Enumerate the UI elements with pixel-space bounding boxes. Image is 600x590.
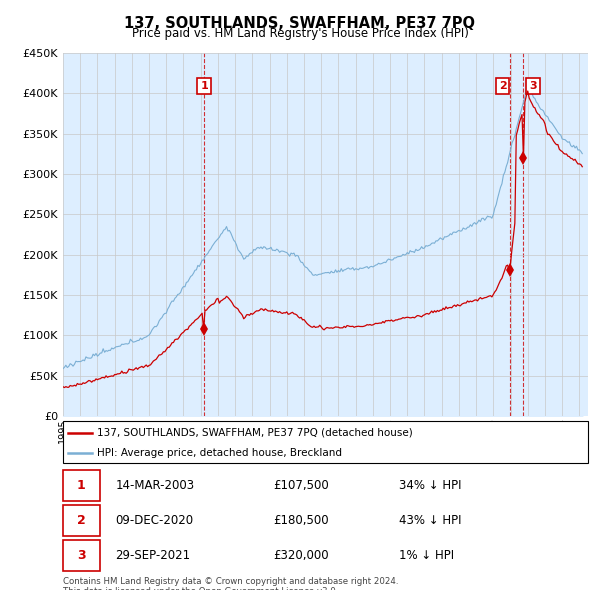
- Text: 2: 2: [77, 514, 86, 527]
- Bar: [63, 470, 100, 501]
- Text: 137, SOUTHLANDS, SWAFFHAM, PE37 7PQ: 137, SOUTHLANDS, SWAFFHAM, PE37 7PQ: [125, 16, 476, 31]
- Text: HPI: Average price, detached house, Breckland: HPI: Average price, detached house, Brec…: [97, 448, 342, 457]
- Text: 1: 1: [77, 479, 86, 492]
- Text: 137, SOUTHLANDS, SWAFFHAM, PE37 7PQ (detached house): 137, SOUTHLANDS, SWAFFHAM, PE37 7PQ (det…: [97, 428, 413, 438]
- Text: 29-SEP-2021: 29-SEP-2021: [115, 549, 191, 562]
- Text: 3: 3: [529, 81, 537, 91]
- Text: 34% ↓ HPI: 34% ↓ HPI: [399, 479, 461, 492]
- Text: 09-DEC-2020: 09-DEC-2020: [115, 514, 194, 527]
- Text: £107,500: £107,500: [273, 479, 329, 492]
- Text: 43% ↓ HPI: 43% ↓ HPI: [399, 514, 461, 527]
- Text: 2: 2: [499, 81, 506, 91]
- Text: £180,500: £180,500: [273, 514, 329, 527]
- Text: 14-MAR-2003: 14-MAR-2003: [115, 479, 194, 492]
- Text: Price paid vs. HM Land Registry's House Price Index (HPI): Price paid vs. HM Land Registry's House …: [131, 27, 469, 40]
- Text: 3: 3: [77, 549, 86, 562]
- Bar: [63, 506, 100, 536]
- Text: 1% ↓ HPI: 1% ↓ HPI: [399, 549, 454, 562]
- Bar: [63, 540, 100, 571]
- Text: Contains HM Land Registry data © Crown copyright and database right 2024.
This d: Contains HM Land Registry data © Crown c…: [63, 577, 398, 590]
- Text: £320,000: £320,000: [273, 549, 329, 562]
- Text: 1: 1: [200, 81, 208, 91]
